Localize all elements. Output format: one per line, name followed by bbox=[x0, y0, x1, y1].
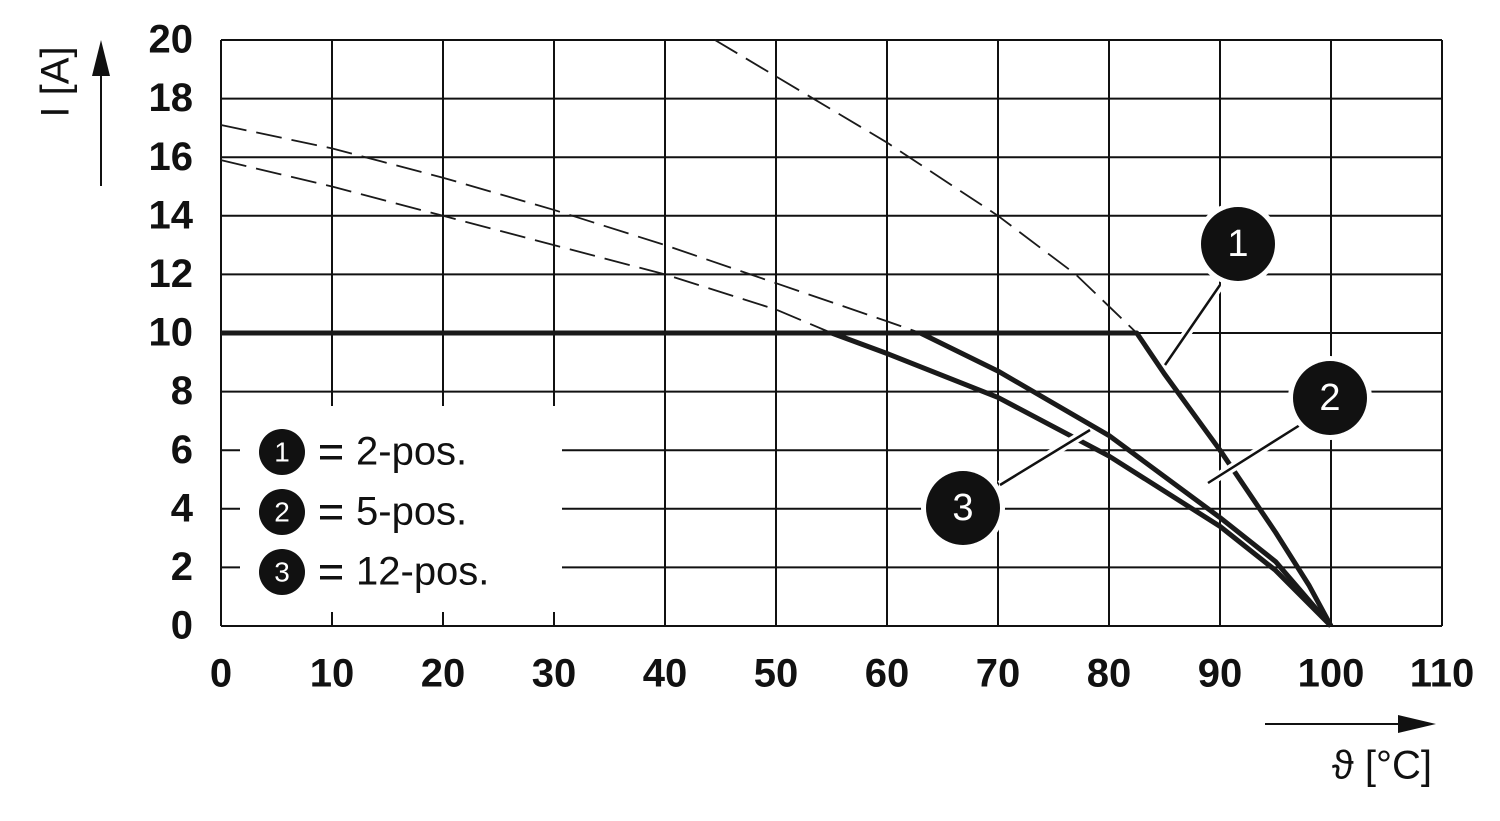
y-tick-label: 10 bbox=[149, 311, 194, 355]
legend-label: 12-pos. bbox=[356, 550, 489, 594]
line bbox=[221, 330, 1333, 628]
x-tick-label: 70 bbox=[976, 652, 1021, 696]
y-tick-label: 0 bbox=[171, 604, 193, 648]
callout-badge bbox=[1201, 207, 1275, 281]
x-tick-label: 10 bbox=[310, 652, 355, 696]
legend-eq-bottom bbox=[320, 576, 342, 580]
legend-badge bbox=[259, 489, 305, 535]
callout-leader bbox=[1163, 284, 1222, 366]
y-tick-label: 2 bbox=[171, 545, 193, 589]
legend-eq-top bbox=[320, 445, 342, 449]
dashed-line bbox=[220, 159, 832, 334]
legend-badge-label: 1 bbox=[274, 436, 290, 467]
x-tick-label: 100 bbox=[1298, 652, 1365, 696]
y-axis-label: I [A] bbox=[34, 46, 78, 117]
x-axis-label: ϑ [°C] bbox=[1332, 744, 1432, 788]
legend-badge-label: 3 bbox=[274, 556, 290, 587]
x-tick-label: 60 bbox=[865, 652, 910, 696]
legend-eq-bottom bbox=[320, 456, 342, 460]
callout-badge bbox=[926, 471, 1000, 545]
x-tick-label: 40 bbox=[643, 652, 688, 696]
legend-eq-bottom bbox=[320, 516, 342, 520]
y-axis-arrowhead bbox=[92, 40, 110, 76]
y-tick-label: 18 bbox=[149, 76, 194, 120]
y-tick-label: 8 bbox=[171, 369, 193, 413]
legend-eq-top bbox=[320, 505, 342, 509]
legend-label: 2-pos. bbox=[356, 430, 467, 474]
y-tick-label: 12 bbox=[149, 252, 194, 296]
x-tick-label: 50 bbox=[754, 652, 799, 696]
x-tick-label: 90 bbox=[1198, 652, 1243, 696]
callout-leader bbox=[999, 428, 1091, 487]
callout-label: 2 bbox=[1319, 377, 1340, 419]
x-tick-label: 110 bbox=[1410, 652, 1475, 696]
x-tick-label: 0 bbox=[210, 652, 232, 696]
line bbox=[221, 330, 1333, 628]
dashed-line bbox=[714, 39, 1138, 334]
legend-label: 5-pos. bbox=[356, 490, 467, 534]
legend-badge-label: 2 bbox=[274, 496, 290, 527]
line bbox=[221, 330, 1334, 628]
y-tick-label: 14 bbox=[149, 193, 194, 237]
legend-badge bbox=[259, 429, 305, 475]
callout-badge bbox=[1293, 361, 1367, 435]
x-tick-label: 30 bbox=[532, 652, 577, 696]
x-axis-arrowhead bbox=[1398, 715, 1436, 733]
y-tick-label: 16 bbox=[149, 135, 194, 179]
x-tick-label: 80 bbox=[1087, 652, 1132, 696]
callout-label: 3 bbox=[952, 487, 973, 529]
legend-badge bbox=[259, 549, 305, 595]
y-tick-label: 6 bbox=[171, 428, 193, 472]
y-tick-label: 20 bbox=[149, 18, 194, 62]
legend-eq-top bbox=[320, 565, 342, 569]
x-tick-label: 20 bbox=[421, 652, 466, 696]
dashed-line bbox=[220, 124, 921, 334]
callout-label: 1 bbox=[1227, 223, 1248, 265]
callout-leader bbox=[1207, 423, 1301, 485]
y-tick-label: 4 bbox=[171, 486, 194, 530]
